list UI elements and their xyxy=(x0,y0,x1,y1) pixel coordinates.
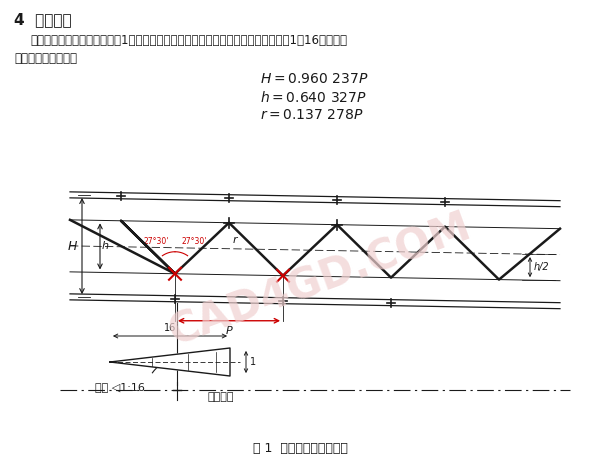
Text: 27°30': 27°30' xyxy=(143,237,169,246)
Text: 16: 16 xyxy=(164,323,176,333)
Text: h/2: h/2 xyxy=(534,262,550,272)
Text: 90°: 90° xyxy=(195,358,214,368)
Text: r: r xyxy=(233,235,238,245)
Text: 寸按下列公式计算：: 寸按下列公式计算： xyxy=(14,52,77,65)
Text: H: H xyxy=(68,240,77,253)
Text: 1: 1 xyxy=(250,357,256,367)
Text: P: P xyxy=(226,326,232,336)
Text: 图 1  圆锥螺纹的设计牙型: 图 1 圆锥螺纹的设计牙型 xyxy=(253,442,347,455)
Text: $r = 0.137\ 278P$: $r = 0.137\ 278P$ xyxy=(260,108,364,122)
Text: 圆锥螺纹的设计牙型应符合图1的规定。其左、右两牙侧的牙侧角相等，螺纹锥度为1：16，相关尺: 圆锥螺纹的设计牙型应符合图1的规定。其左、右两牙侧的牙侧角相等，螺纹锥度为1：1… xyxy=(30,34,347,47)
Text: $h = 0.640\ 327P$: $h = 0.640\ 327P$ xyxy=(260,90,367,105)
Text: 4  设计牙型: 4 设计牙型 xyxy=(14,12,71,27)
Polygon shape xyxy=(110,348,230,376)
Text: $H = 0.960\ 237P$: $H = 0.960\ 237P$ xyxy=(260,72,368,86)
Text: CAD4GD.COM: CAD4GD.COM xyxy=(163,206,477,354)
Text: 螺纹轴线: 螺纹轴线 xyxy=(207,392,233,402)
Text: 27°30': 27°30' xyxy=(181,237,206,246)
Text: h: h xyxy=(102,241,109,252)
Text: 锥度 ◁1:16: 锥度 ◁1:16 xyxy=(95,382,145,392)
